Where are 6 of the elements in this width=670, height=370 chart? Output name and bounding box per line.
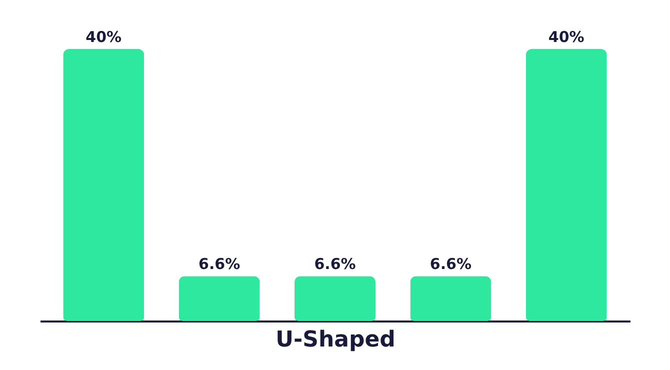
x-axis-title: U-Shaped xyxy=(276,328,396,352)
data-label: 40% xyxy=(548,28,584,46)
data-label: 6.6% xyxy=(198,255,240,274)
data-label: 40% xyxy=(86,28,122,46)
data-label: 6.6% xyxy=(314,255,356,274)
data-label: 6.6% xyxy=(430,255,472,274)
